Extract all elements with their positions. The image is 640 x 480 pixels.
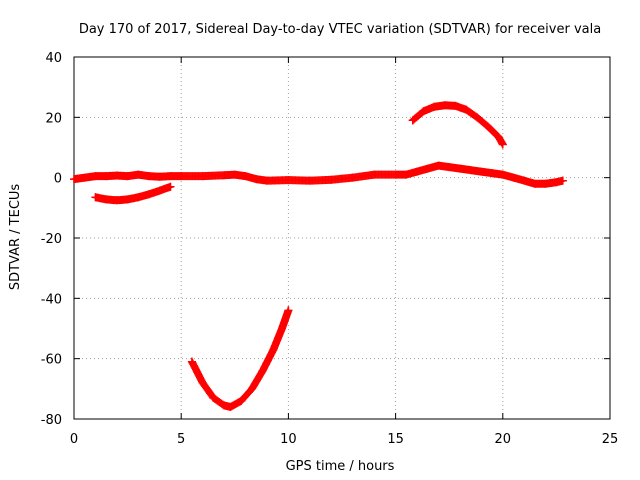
data-point	[402, 170, 411, 179]
data-point	[269, 345, 278, 354]
x-tick-label: 10	[280, 432, 297, 447]
data-point	[419, 107, 428, 116]
data-point	[155, 172, 164, 181]
data-point	[123, 172, 132, 181]
data-point	[327, 175, 336, 184]
y-tick-label: -40	[41, 292, 62, 307]
data-point	[91, 193, 100, 202]
data-point	[434, 161, 443, 170]
data-point	[520, 176, 529, 185]
data-point	[552, 178, 561, 187]
series-track-positive-arc	[408, 101, 507, 149]
x-tick-labels: 0 5 10 15 20 25	[70, 432, 618, 447]
x-tick-label: 25	[602, 432, 619, 447]
series-markers	[187, 306, 293, 411]
data-point	[477, 167, 486, 176]
data-point	[541, 179, 550, 188]
data-point	[348, 173, 357, 182]
data-point	[391, 170, 400, 179]
data-point	[102, 195, 111, 204]
y-tick-label: -20	[41, 232, 62, 247]
data-point	[252, 175, 261, 184]
data-series	[70, 101, 567, 411]
data-point	[284, 176, 293, 185]
axis-ticks	[73, 56, 611, 420]
data-point	[473, 113, 482, 122]
grid-lines	[74, 57, 610, 419]
data-point	[483, 122, 492, 131]
data-point	[198, 378, 207, 387]
y-tick-label: 40	[45, 51, 62, 66]
series-track-near-zero	[70, 161, 567, 188]
data-point	[80, 173, 89, 182]
x-tick-label: 20	[495, 432, 512, 447]
data-point	[305, 176, 314, 185]
data-point	[423, 164, 432, 173]
y-tick-label: -60	[41, 353, 62, 368]
data-point	[284, 306, 293, 315]
data-point	[445, 163, 454, 172]
data-point	[451, 101, 460, 110]
y-tick-label: 0	[54, 172, 62, 187]
data-point	[134, 170, 143, 179]
data-point	[237, 396, 246, 405]
data-point	[209, 393, 218, 402]
data-point	[226, 402, 235, 411]
data-point	[198, 172, 207, 181]
data-point	[413, 167, 422, 176]
data-point	[166, 172, 175, 181]
data-point	[220, 171, 229, 180]
data-point	[247, 384, 256, 393]
y-axis-label: SDTVAR / TECUs	[8, 184, 23, 291]
x-tick-label: 0	[70, 432, 78, 447]
data-point	[123, 195, 132, 204]
data-point	[530, 179, 539, 188]
data-point	[91, 172, 100, 181]
data-point	[187, 357, 196, 366]
data-point	[462, 105, 471, 114]
data-point	[155, 186, 164, 195]
data-point	[145, 172, 154, 181]
data-point	[498, 170, 507, 179]
series-track-deep-dip	[187, 306, 293, 411]
data-point	[241, 172, 250, 181]
y-tick-label: -80	[41, 413, 62, 428]
data-point	[430, 102, 439, 111]
data-point	[558, 176, 567, 185]
data-point	[277, 324, 286, 333]
data-point	[455, 164, 464, 173]
data-point	[494, 132, 503, 141]
y-tick-label: 20	[45, 111, 62, 126]
data-point	[230, 170, 239, 179]
series-markers	[91, 182, 175, 205]
data-point	[258, 366, 267, 375]
data-point	[134, 193, 143, 202]
data-point	[498, 140, 507, 149]
data-point	[488, 169, 497, 178]
data-point	[166, 182, 175, 191]
data-point	[370, 170, 379, 179]
data-point	[509, 173, 518, 182]
x-axis-label: GPS time / hours	[286, 459, 395, 474]
y-tick-labels: -80 -60 -40 -20 0 20 40	[41, 51, 62, 428]
x-tick-label: 5	[177, 432, 185, 447]
x-tick-label: 15	[387, 432, 404, 447]
data-point	[70, 175, 78, 184]
data-point	[112, 196, 121, 205]
data-point	[262, 176, 271, 185]
chart-title: Day 170 of 2017, Sidereal Day-to-day VTE…	[79, 22, 601, 37]
data-point	[112, 171, 121, 180]
data-point	[177, 172, 186, 181]
data-point	[145, 190, 154, 199]
series-track-early-dip	[91, 182, 175, 205]
data-point	[466, 166, 475, 175]
data-point	[408, 116, 417, 125]
data-point	[102, 172, 111, 181]
data-point	[220, 401, 229, 410]
data-point	[440, 101, 449, 110]
